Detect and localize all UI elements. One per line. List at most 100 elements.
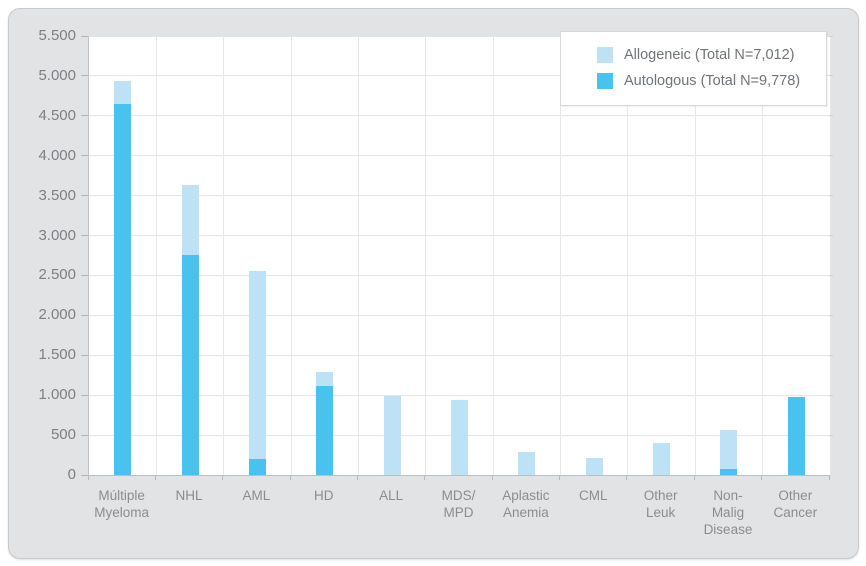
legend: Allogeneic (Total N=7,012) Autologous (T… (560, 31, 827, 106)
y-axis-label: 3.000 (38, 226, 76, 244)
y-axis-label: 1.000 (38, 386, 76, 404)
gridline-horizontal (89, 35, 830, 37)
bar-segment-allogeneic (720, 429, 738, 470)
x-axis-tick (222, 476, 224, 480)
x-axis-label: ALL (379, 488, 404, 503)
gridline-vertical (560, 36, 562, 475)
y-gridline-right-nub (829, 235, 833, 237)
x-axis-label: CML (578, 488, 608, 503)
gridline-vertical (694, 36, 696, 475)
legend-item-allogeneic: Allogeneic (Total N=7,012) (597, 42, 826, 68)
x-axis-label: Other Cancer (773, 488, 818, 520)
y-axis-label: 4.000 (38, 146, 76, 164)
x-axis-tick (491, 476, 493, 480)
y-axis-tick (81, 155, 88, 157)
y-axis-tick (81, 314, 88, 316)
gridline-horizontal (89, 115, 830, 117)
x-axis-tick (87, 476, 89, 480)
bar-segment-autologous (720, 469, 738, 475)
bar-segment-autologous (248, 459, 266, 475)
autologous-swatch-icon (597, 73, 613, 89)
bar-segment-allogeneic (316, 371, 334, 387)
y-gridline-right-nub (829, 394, 833, 396)
gridline-vertical (357, 36, 359, 475)
bar-segment-allogeneic (451, 399, 468, 475)
bar-segment-allogeneic (518, 452, 536, 475)
gridline-vertical (155, 36, 157, 475)
x-axis-tick (424, 476, 426, 480)
y-axis-tick (81, 274, 88, 276)
y-axis-tick (81, 115, 88, 117)
y-axis-label: 4.500 (38, 106, 76, 124)
y-axis-tick (81, 474, 88, 476)
y-axis-label: 2.000 (38, 306, 76, 324)
plot-area (88, 35, 831, 476)
y-gridline-right-nub (829, 75, 833, 77)
x-axis-label: AML (242, 488, 271, 503)
x-axis-label: Other Leuk (643, 488, 678, 520)
gridline-vertical (492, 36, 494, 475)
gridline-horizontal (89, 274, 830, 276)
gridline-vertical (425, 36, 427, 475)
y-gridline-right-nub (829, 354, 833, 356)
y-axis-tick (81, 354, 88, 356)
x-axis-label: HD (314, 488, 334, 503)
gridline-horizontal (89, 354, 830, 356)
bar-segment-allogeneic (585, 458, 603, 475)
legend-label-allogeneic: Allogeneic (Total N=7,012) (624, 47, 795, 63)
x-axis-tick (154, 476, 156, 480)
y-axis-tick (81, 394, 88, 396)
y-axis-label: 3.500 (38, 186, 76, 204)
x-axis-tick (289, 476, 291, 480)
y-gridline-right-nub (829, 274, 833, 276)
x-axis-tick (693, 476, 695, 480)
x-axis-label: Múltiple Myeloma (94, 488, 150, 520)
bar-segment-allogeneic (114, 80, 132, 104)
legend-label-autologous: Autologous (Total N=9,778) (624, 73, 801, 89)
x-axis-label: MDS/ MPD (441, 488, 476, 520)
y-axis-label: 2.500 (38, 266, 76, 284)
y-gridline-right-nub (829, 314, 833, 316)
y-axis-label: 0 (67, 466, 76, 483)
y-gridline-right-nub (829, 115, 833, 117)
x-axis-tick (356, 476, 358, 480)
y-axis-label: 5.000 (38, 66, 76, 84)
y-axis-label: 5.500 (38, 27, 76, 44)
gridline-horizontal (89, 394, 830, 396)
gridline-horizontal (89, 155, 830, 157)
x-axis-tick (626, 476, 628, 480)
gridline-vertical (829, 36, 831, 475)
bar-segment-allogeneic (653, 443, 671, 475)
gridline-horizontal (89, 314, 830, 316)
y-gridline-right-nub (829, 195, 833, 197)
bar-segment-autologous (114, 103, 132, 475)
y-axis-tick (81, 235, 88, 237)
y-axis-tick (81, 75, 88, 77)
x-axis-tick (559, 476, 561, 480)
gridline-vertical (762, 36, 764, 475)
y-gridline-right-nub (829, 35, 833, 37)
x-axis-label: NHL (175, 488, 203, 503)
gridline-horizontal (89, 195, 830, 197)
gridline-vertical (223, 36, 225, 475)
y-gridline-right-nub (829, 155, 833, 157)
bar-segment-allogeneic (181, 184, 199, 255)
legend-item-autologous: Autologous (Total N=9,778) (597, 68, 826, 94)
x-axis-tick (828, 476, 830, 480)
y-gridline-right-nub (829, 434, 833, 436)
bar-segment-autologous (316, 386, 334, 475)
bar-segment-allogeneic (248, 271, 266, 460)
x-axis-label: Aplastic Anemia (502, 488, 550, 520)
y-axis-tick (81, 434, 88, 436)
bar-segment-autologous (787, 396, 805, 475)
bar-segment-allogeneic (383, 395, 401, 475)
gridline-vertical (627, 36, 629, 475)
y-axis-label: 500 (50, 426, 76, 444)
y-axis-tick (81, 195, 88, 197)
allogeneic-swatch-icon (597, 47, 613, 63)
x-axis-tick (761, 476, 763, 480)
gridline-horizontal (89, 75, 830, 77)
bar-segment-autologous (181, 254, 199, 475)
y-axis-label: 1.500 (38, 346, 76, 364)
